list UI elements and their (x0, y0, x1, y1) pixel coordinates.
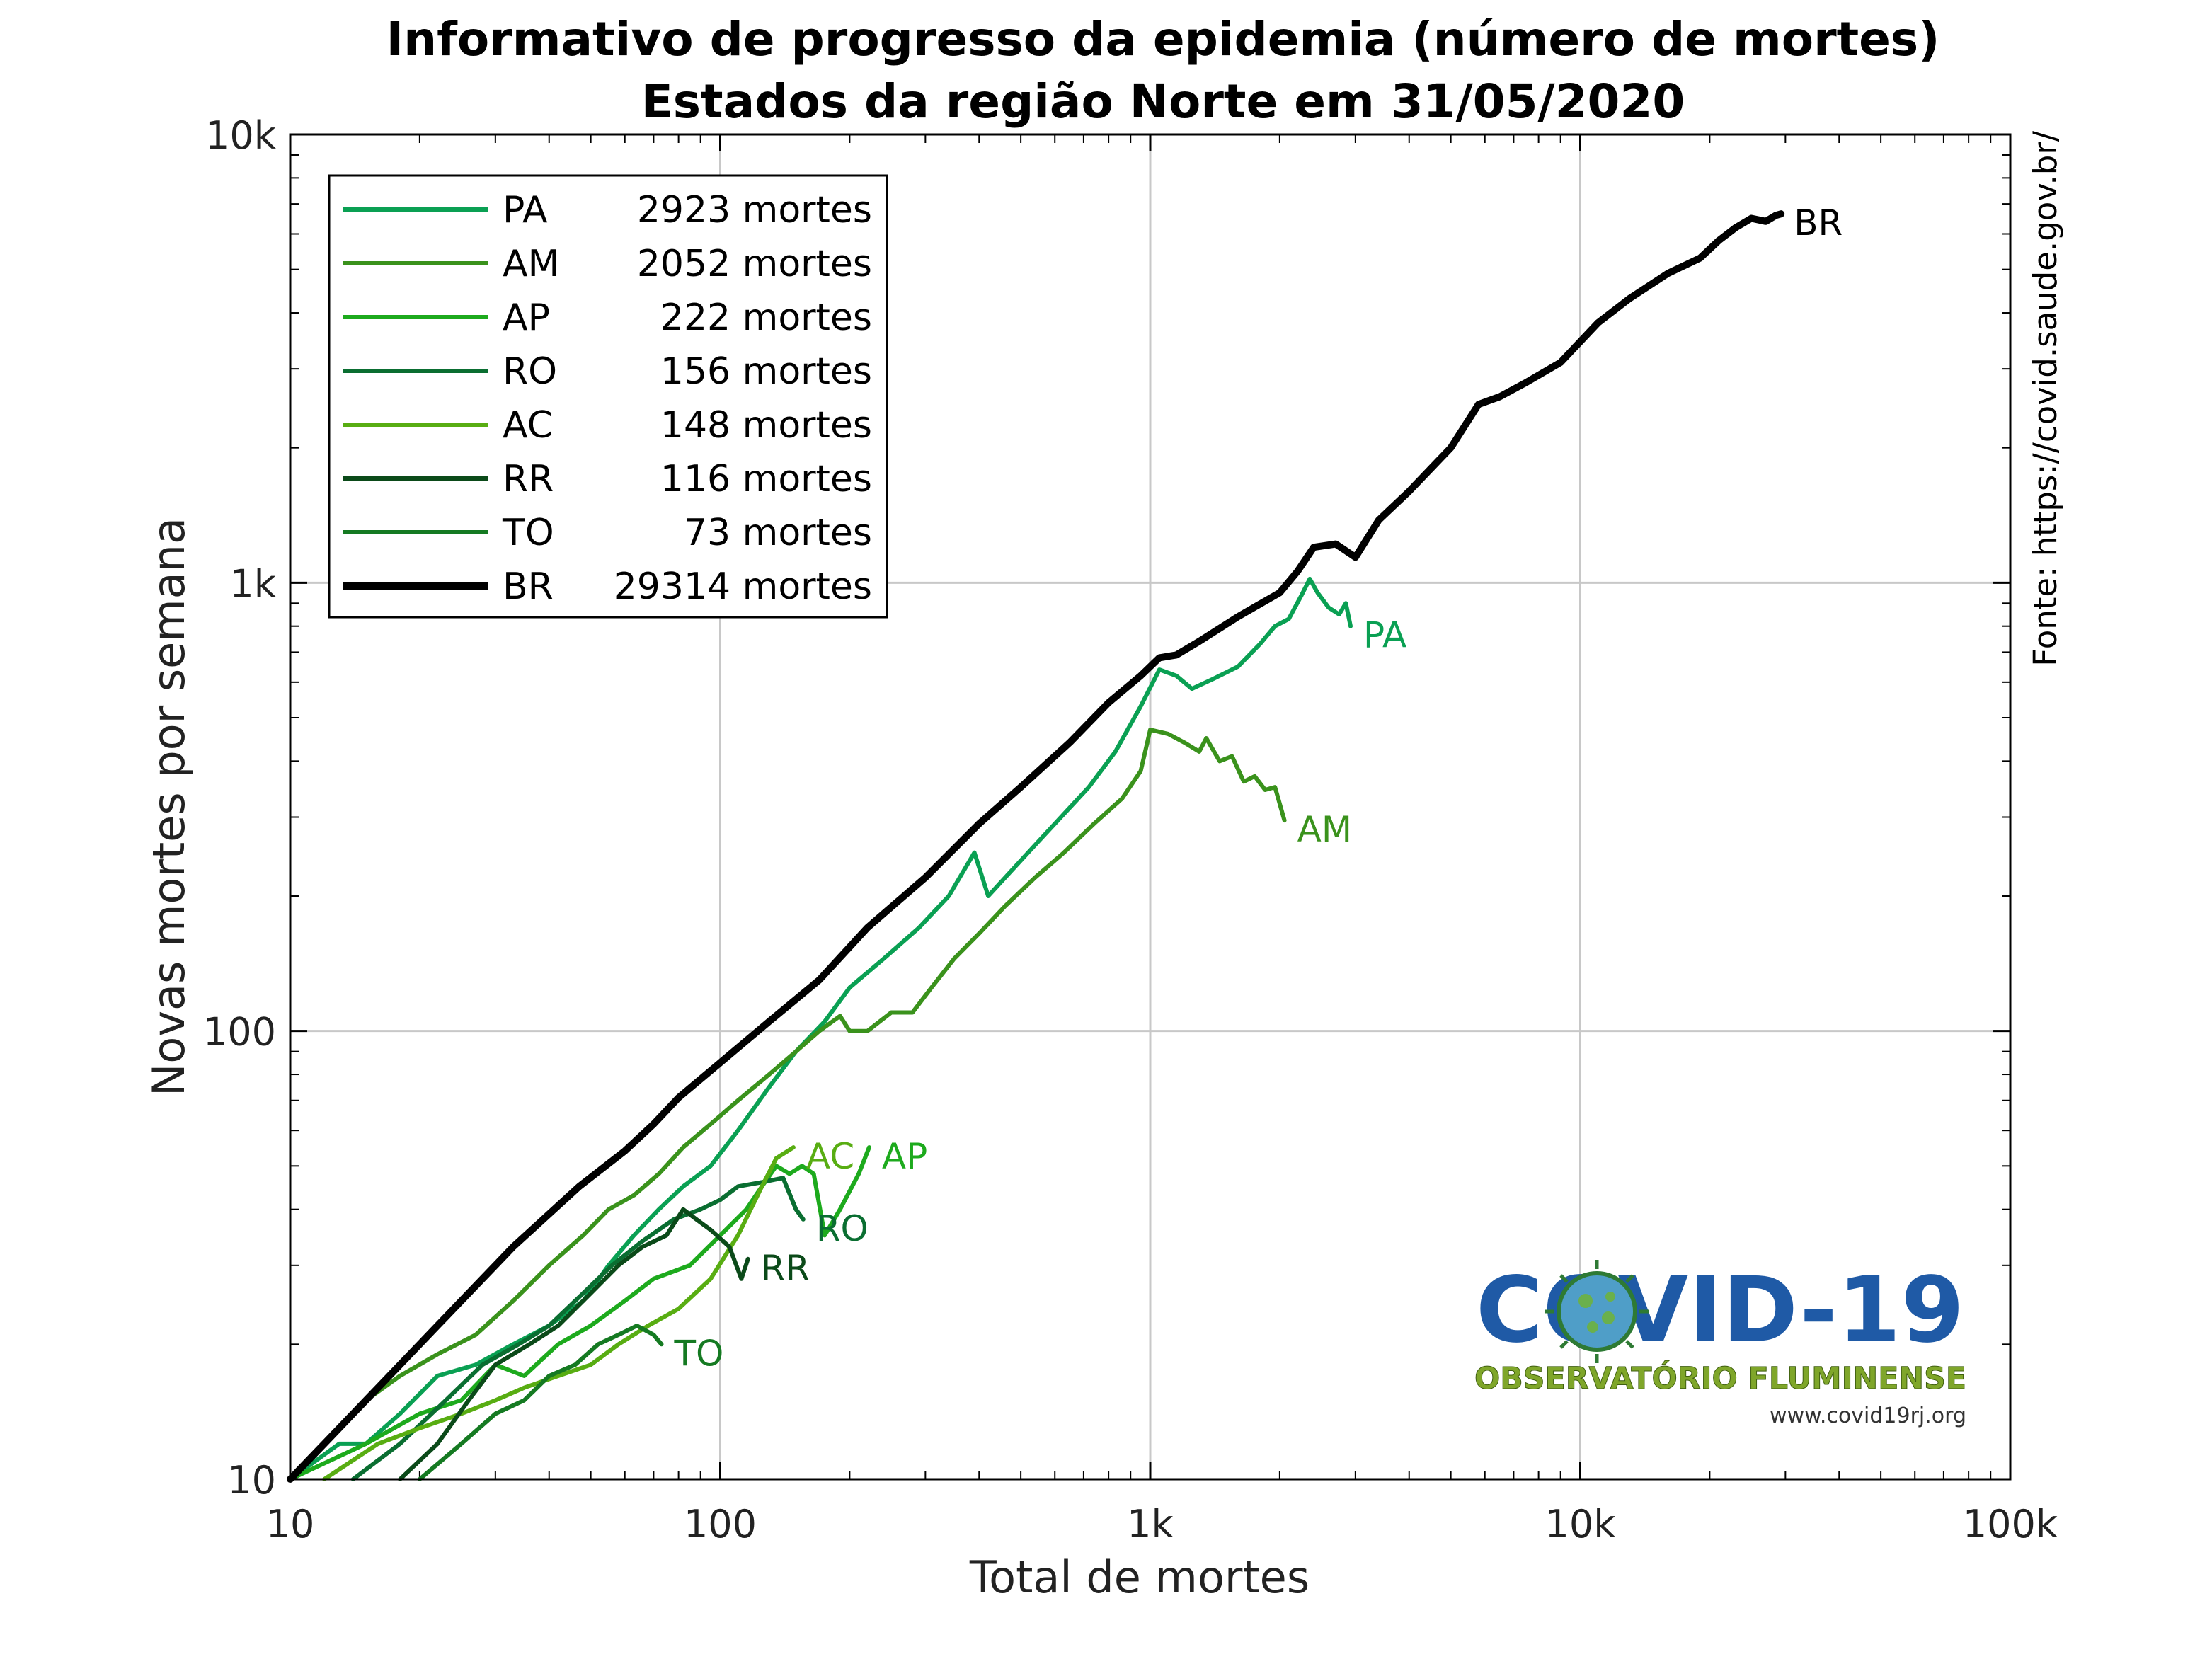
end-label-pa: PA (1363, 615, 1406, 656)
y-tick-label: 1k (229, 561, 276, 606)
legend-value-rr: 116 mortes (660, 458, 872, 500)
series-line-am (288, 728, 1287, 1481)
series-line-rr (398, 1207, 750, 1481)
legend-value-pa: 2923 mortes (637, 189, 872, 231)
source-label: Fonte: https://covid.saude.gov.br/ (2027, 130, 2064, 666)
end-label-rr: RR (761, 1248, 810, 1289)
x-tick-label: 100k (1963, 1502, 2058, 1546)
series-lines (287, 210, 1785, 1483)
legend: PA 2923 mortes AM 2052 mortes AP 222 mortes RO… (328, 174, 888, 619)
end-label-am: AM (1297, 809, 1352, 850)
y-tick-label: 100 (203, 1010, 276, 1055)
legend-value-ro: 156 mortes (660, 350, 872, 393)
legend-name-rr: RR (503, 458, 554, 500)
virus-icon (1545, 1260, 1649, 1363)
x-tick-label: 100 (684, 1502, 757, 1546)
series-line-ap (288, 1145, 871, 1481)
series-line-to (417, 1324, 664, 1481)
chart-subtitle: Estados da região Norte em 31/05/2020 (641, 74, 1685, 129)
series-line-br (287, 210, 1785, 1483)
legend-value-am: 2052 mortes (637, 243, 872, 285)
legend-name-am: AM (503, 243, 559, 285)
legend-value-br: 29314 mortes (614, 566, 872, 608)
legend-name-ro: RO (503, 350, 557, 393)
chart-title: Informativo de progresso da epidemia (nú… (386, 12, 1940, 67)
logo-subtitle: OBSERVATÓRIO FLUMINENSE (1474, 1360, 1966, 1396)
x-axis-label: Total de mortes (969, 1551, 1310, 1603)
legend-name-ac: AC (503, 404, 553, 447)
end-label-ro: RO (816, 1208, 869, 1249)
legend-box (328, 174, 888, 619)
legend-value-to: 73 mortes (684, 512, 872, 554)
y-axis-ticks: 10 100 1k 10k (203, 113, 2010, 1503)
legend-name-ap: AP (503, 297, 550, 339)
end-label-to: TO (673, 1333, 723, 1374)
x-tick-label: 1k (1127, 1502, 1174, 1546)
end-label-br: BR (1794, 202, 1843, 243)
legend-name-to: TO (502, 512, 554, 554)
series-line-ac (322, 1145, 796, 1481)
x-axis-ticks: 10 100 1k 10k 100k (266, 134, 2058, 1546)
series-line-ro (350, 1176, 806, 1481)
end-label-ac: AC (806, 1136, 854, 1177)
covid19-logo: COVID-19 OBSERVATÓRIO FLUMINENSE www.cov… (1474, 1258, 1967, 1428)
y-axis-label: Novas mortes por semana (143, 517, 195, 1096)
legend-name-br: BR (503, 566, 554, 608)
legend-value-ap: 222 mortes (660, 297, 872, 339)
y-tick-label: 10 (227, 1458, 276, 1503)
x-tick-label: 10 (266, 1502, 315, 1546)
logo-url: www.covid19rj.org (1770, 1403, 1966, 1428)
x-tick-label: 10k (1545, 1502, 1617, 1546)
legend-name-pa: PA (503, 189, 548, 231)
legend-value-ac: 148 mortes (660, 404, 872, 447)
legend-entries: PA 2923 mortes AM 2052 mortes AP 222 mortes RO… (343, 189, 872, 608)
end-label-ap: AP (882, 1136, 927, 1177)
y-tick-label: 10k (205, 113, 277, 158)
minor-ticks (290, 134, 2010, 1479)
series-end-labels: PA AM AP RO AC RR TO BR (673, 202, 1843, 1374)
